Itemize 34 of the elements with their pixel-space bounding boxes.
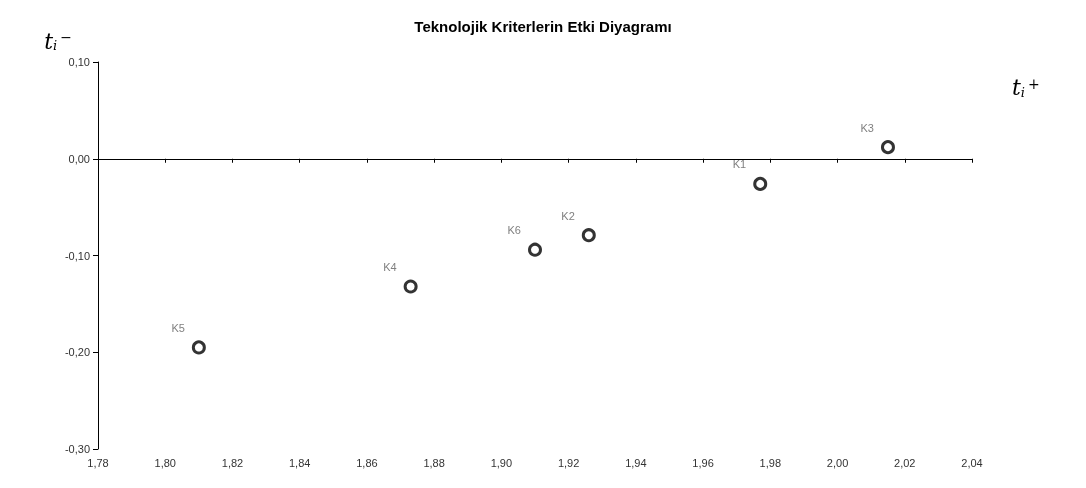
annotation: K1 (732, 158, 747, 171)
y-tick-label: -0,20 (64, 346, 90, 359)
y-tick-label: -0,10 (64, 249, 90, 262)
x-tick-label: 1,82 (221, 456, 244, 469)
x-tick-label: 1,84 (288, 456, 311, 469)
annotation: K2 (561, 209, 575, 222)
point (880, 140, 895, 155)
annotation: K4 (383, 260, 397, 273)
x-tick-label: 1,96 (692, 456, 714, 469)
y-tick-label: -0,30 (64, 443, 90, 455)
point (528, 242, 542, 257)
x-tick-label: 1,90 (490, 456, 513, 469)
point (753, 176, 768, 191)
x-tick-label: 1,88 (423, 456, 445, 469)
chart-title: Teknolojik Kriterlerin Etki Diyagramı (414, 18, 672, 35)
x-axis-title: ti+ (1012, 75, 1040, 101)
y-axis-title: ti− (44, 28, 72, 54)
point (581, 228, 596, 243)
x-tick-label: 1,92 (557, 456, 580, 469)
annotation: K6 (507, 224, 521, 237)
x-tick-label: 2,04 (961, 456, 983, 469)
x-tick-label: 1,94 (625, 456, 647, 469)
x-tick-label: 2,00 (826, 456, 849, 469)
y-tick-label: 0,00 (68, 152, 90, 165)
x-tick-label: 1,80 (154, 456, 176, 469)
point (191, 340, 206, 355)
x-tick-label: 1,78 (87, 456, 109, 469)
y-tick-label: 0,10 (68, 56, 90, 68)
x-tick-label: 1,86 (356, 456, 378, 469)
annotation: K5 (171, 321, 185, 334)
x-tick-label: 1,98 (759, 456, 782, 469)
point (403, 279, 418, 294)
annotation: K3 (860, 121, 874, 134)
x-tick-label: 2,02 (894, 456, 916, 469)
